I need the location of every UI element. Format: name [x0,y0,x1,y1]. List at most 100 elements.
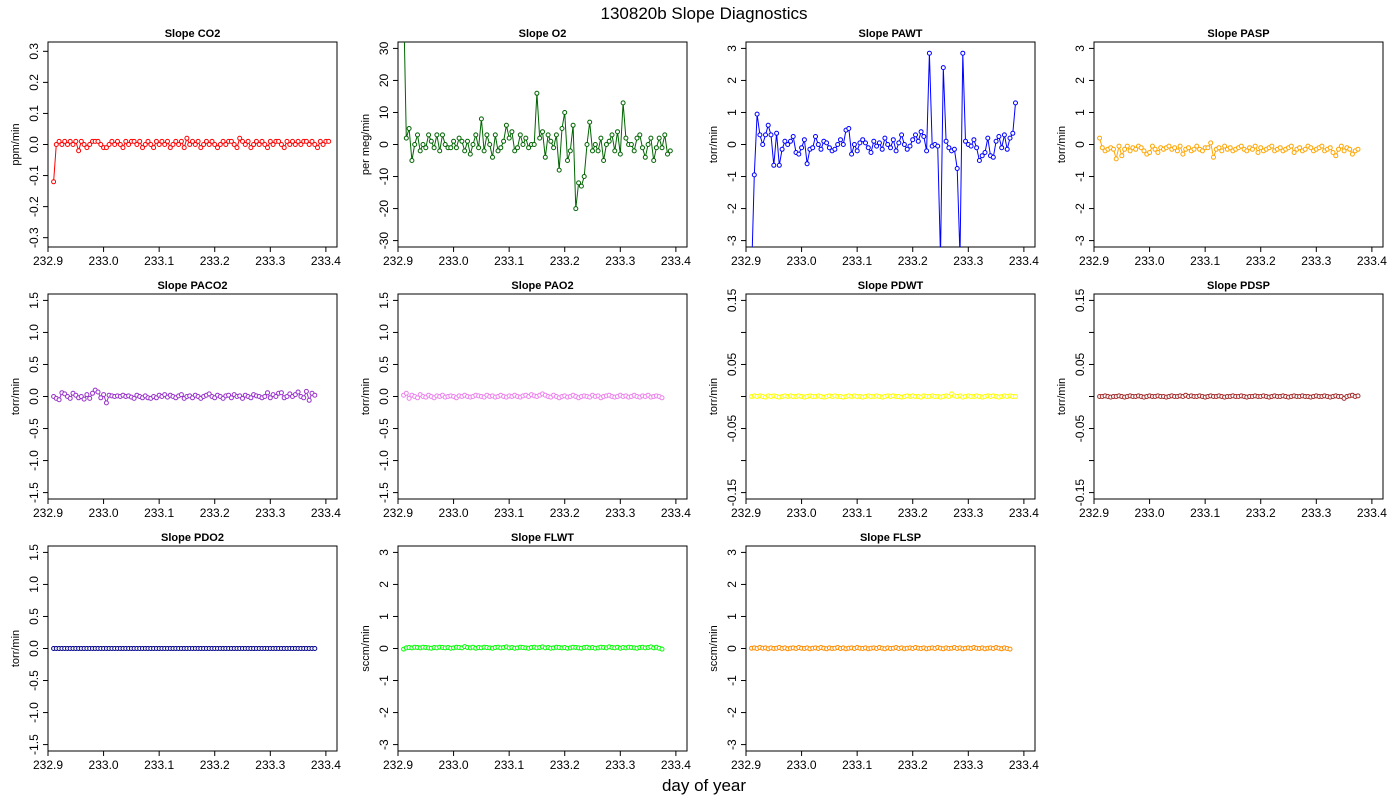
series-slope-pdwt [749,391,1018,400]
data-point [960,50,966,56]
data-point [788,138,793,144]
data-point [1288,143,1294,149]
data-point [484,132,490,138]
data-point [801,137,807,143]
y-tick-label: -2 [1073,203,1087,214]
data-point [768,132,774,138]
data-point [251,142,257,147]
x-tick-label: 232.9 [731,254,761,268]
data-point [115,138,120,144]
y-axis-label: ppm/min [10,123,22,165]
x-tick-label: 233.0 [439,506,469,520]
data-point [1347,146,1353,152]
panel-title: Slope PAO2 [511,280,573,292]
y-tick-label: 3 [377,549,391,556]
y-tick-label: 0 [1073,141,1087,148]
y-tick-label: -1.5 [377,482,391,503]
data-point [999,145,1005,151]
data-point [273,394,279,399]
data-point [256,142,262,147]
data-point [1166,143,1172,149]
data-point [1119,153,1125,159]
y-tick-label: 2 [725,581,739,588]
data-point [278,390,284,396]
y-tick-label: 0.1 [27,105,41,122]
series-slope-flwt [401,644,665,652]
data-point [954,166,960,171]
data-point [148,142,154,147]
data-point [270,142,276,147]
y-tick-label: 1.0 [377,324,391,341]
data-point [53,142,59,147]
data-point [857,140,863,146]
data-point [1152,146,1158,152]
data-point [187,142,193,147]
x-tick-label: 233.2 [200,254,230,268]
data-point [592,142,598,147]
figure-title: 130820b Slope Diagnostics [601,4,808,23]
data-point [606,138,612,144]
x-tick-label: 233.2 [200,758,230,772]
data-point [985,135,991,141]
data-point [559,126,565,131]
x-tick-label: 233.4 [661,506,691,520]
x-tick-label: 233.1 [1190,254,1220,268]
data-point [1238,143,1244,149]
data-point [1013,100,1018,106]
data-point [796,151,802,157]
data-point [131,395,137,401]
data-point [584,142,590,147]
data-point [763,132,768,138]
y-tick-label: -1.5 [27,482,41,503]
data-point [832,146,838,152]
panel-slope-pdo2: Slope PDO2 torr/min 232.9 233.0 233.1 233.2 23… [10,532,341,772]
data-point [84,145,90,151]
x-tick-label: 233.2 [200,506,230,520]
data-point [223,142,229,147]
data-point [406,126,412,131]
x-tick-label: 233.0 [439,254,469,268]
panel-slope-pao2: Slope PAO2 torr/min 232.9 233.0 233.1 233.2 23… [360,280,691,520]
series-slope-paco2 [51,387,318,406]
data-point [910,137,916,143]
x-tick-label: 233.0 [787,758,817,772]
y-axis-label: torr/min [708,378,720,415]
panels-grid: Slope CO2 ppm/min 232.9 233.0 233.1 233.2 233.… [10,28,1387,772]
data-point [523,135,529,141]
data-point [1327,145,1333,151]
data-point [117,142,123,147]
data-point [885,142,891,147]
data-point [531,142,537,147]
x-tick-label: 233.3 [255,254,285,268]
data-point [810,145,816,151]
data-point [287,142,293,147]
data-point [963,138,968,144]
x-tick-label: 233.4 [661,254,691,268]
data-point [601,158,607,163]
data-point [192,142,198,147]
series-slope-pdsp [1097,392,1361,401]
data-point [440,132,445,138]
data-point [818,146,824,152]
data-point [245,138,251,144]
x-tick-label: 232.9 [383,758,413,772]
data-point [1010,130,1016,136]
y-tick-label: 3 [725,549,739,556]
data-point [1277,145,1283,151]
data-point [56,397,62,403]
series-slope-o2 [403,42,673,212]
data-point [838,137,843,143]
x-tick-label: 233.0 [1135,506,1165,520]
data-point [1124,143,1130,149]
data-point [1111,146,1116,152]
data-point [423,145,429,151]
y-tick-label: -1.0 [27,450,41,471]
data-point [1269,143,1275,149]
data-point [217,142,223,147]
data-point [517,132,523,138]
y-tick-label: 0 [377,645,391,652]
data-point [312,142,318,147]
data-point [281,145,287,151]
data-point [1001,132,1007,138]
data-point [220,138,226,144]
